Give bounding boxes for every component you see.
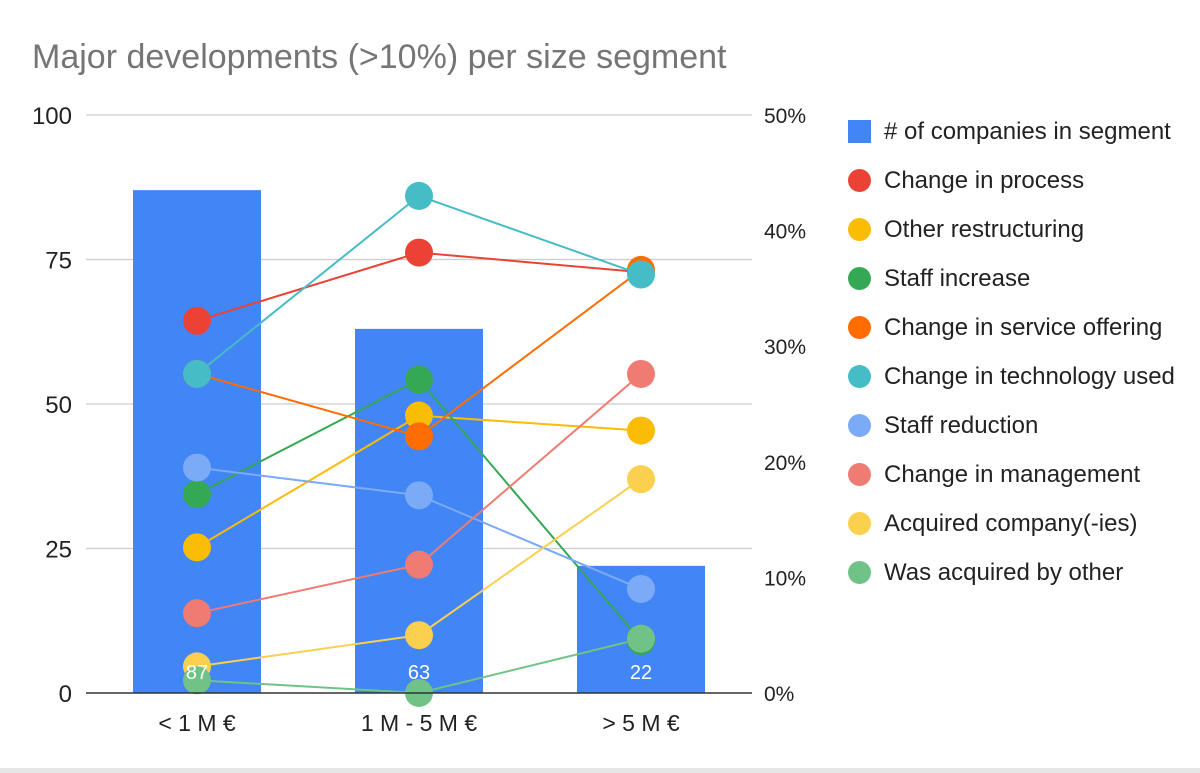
legend-item: Was acquired by other bbox=[848, 557, 1188, 589]
axes: 0 25 50 75 100 0% 10% 20% 30% 40% 50% < 1 M € 1 M - … bbox=[32, 103, 806, 736]
legend-swatch bbox=[848, 512, 871, 535]
data-point bbox=[627, 359, 655, 388]
data-labels: 87 63 22 bbox=[186, 662, 652, 684]
data-point bbox=[183, 453, 211, 482]
legend-swatch bbox=[848, 414, 871, 437]
legend: # of companies in segment Change in proce… bbox=[848, 116, 1188, 606]
data-point bbox=[405, 238, 433, 267]
data-point bbox=[627, 574, 655, 603]
bar-data-label: 22 bbox=[630, 662, 652, 684]
data-point bbox=[627, 465, 655, 494]
legend-item: Staff increase bbox=[848, 263, 1188, 295]
left-axis-tick-label: 25 bbox=[45, 537, 72, 564]
legend-label: Other restructuring bbox=[884, 216, 1085, 243]
legend-label: Change in management bbox=[884, 461, 1141, 488]
data-point bbox=[183, 480, 211, 509]
left-axis-tick-label: 0 bbox=[59, 681, 72, 708]
data-point bbox=[627, 416, 655, 445]
bar-data-label: 63 bbox=[408, 662, 430, 684]
legend-swatch bbox=[848, 120, 871, 143]
legend-item: Change in service offering bbox=[848, 312, 1188, 344]
legend-item: Change in process bbox=[848, 165, 1188, 197]
right-axis-tick-label: 40% bbox=[764, 221, 806, 244]
legend-swatch bbox=[848, 218, 871, 241]
legend-item: Change in management bbox=[848, 459, 1188, 491]
chart-title: Major developments (>10%) per size segme… bbox=[32, 38, 727, 76]
data-point bbox=[405, 181, 433, 210]
left-axis-tick-label: 100 bbox=[32, 103, 72, 130]
bar-data-label: 87 bbox=[186, 662, 208, 684]
category-label: 1 M - 5 M € bbox=[361, 710, 478, 736]
data-point bbox=[405, 621, 433, 650]
right-axis-tick-label: 20% bbox=[764, 452, 806, 475]
data-point bbox=[183, 666, 211, 695]
legend-label: Staff increase bbox=[884, 265, 1031, 292]
right-axis-tick-label: 10% bbox=[764, 567, 806, 590]
data-point bbox=[405, 422, 433, 451]
data-point bbox=[405, 365, 433, 394]
right-axis-tick-label: 0% bbox=[764, 683, 794, 706]
category-label: < 1 M € bbox=[158, 710, 236, 736]
legend-swatch bbox=[848, 365, 871, 388]
data-point bbox=[183, 533, 211, 562]
legend-label: Change in service offering bbox=[884, 314, 1163, 341]
left-axis-tick-label: 50 bbox=[45, 392, 72, 419]
legend-swatch bbox=[848, 463, 871, 486]
data-point bbox=[183, 306, 211, 335]
legend-label: Change in technology used bbox=[884, 363, 1175, 390]
legend-swatch bbox=[848, 561, 871, 584]
legend-swatch bbox=[848, 316, 871, 339]
line-points bbox=[183, 181, 655, 707]
data-point bbox=[183, 359, 211, 388]
legend-label: Acquired company(-ies) bbox=[884, 510, 1138, 537]
legend-item: # of companies in segment bbox=[848, 116, 1188, 148]
data-point bbox=[405, 401, 433, 430]
left-axis-tick-label: 75 bbox=[45, 248, 72, 275]
legend-label: # of companies in segment bbox=[884, 118, 1171, 145]
legend-label: Was acquired by other bbox=[884, 559, 1124, 586]
data-point bbox=[627, 624, 655, 653]
data-point bbox=[405, 550, 433, 579]
data-point bbox=[627, 260, 655, 289]
right-axis-tick-label: 30% bbox=[764, 336, 806, 359]
legend-swatch bbox=[848, 267, 871, 290]
data-point bbox=[405, 481, 433, 510]
legend-label: Staff reduction bbox=[884, 412, 1039, 439]
legend-item: Acquired company(-ies) bbox=[848, 508, 1188, 540]
category-label: > 5 M € bbox=[602, 710, 680, 736]
data-point bbox=[183, 599, 211, 628]
right-axis-tick-label: 50% bbox=[764, 105, 806, 128]
legend-swatch bbox=[848, 169, 871, 192]
legend-item: Change in technology used bbox=[848, 361, 1188, 393]
bottom-divider bbox=[0, 768, 1200, 773]
legend-label: Change in process bbox=[884, 167, 1085, 194]
legend-item: Other restructuring bbox=[848, 214, 1188, 246]
legend-item: Staff reduction bbox=[848, 410, 1188, 442]
